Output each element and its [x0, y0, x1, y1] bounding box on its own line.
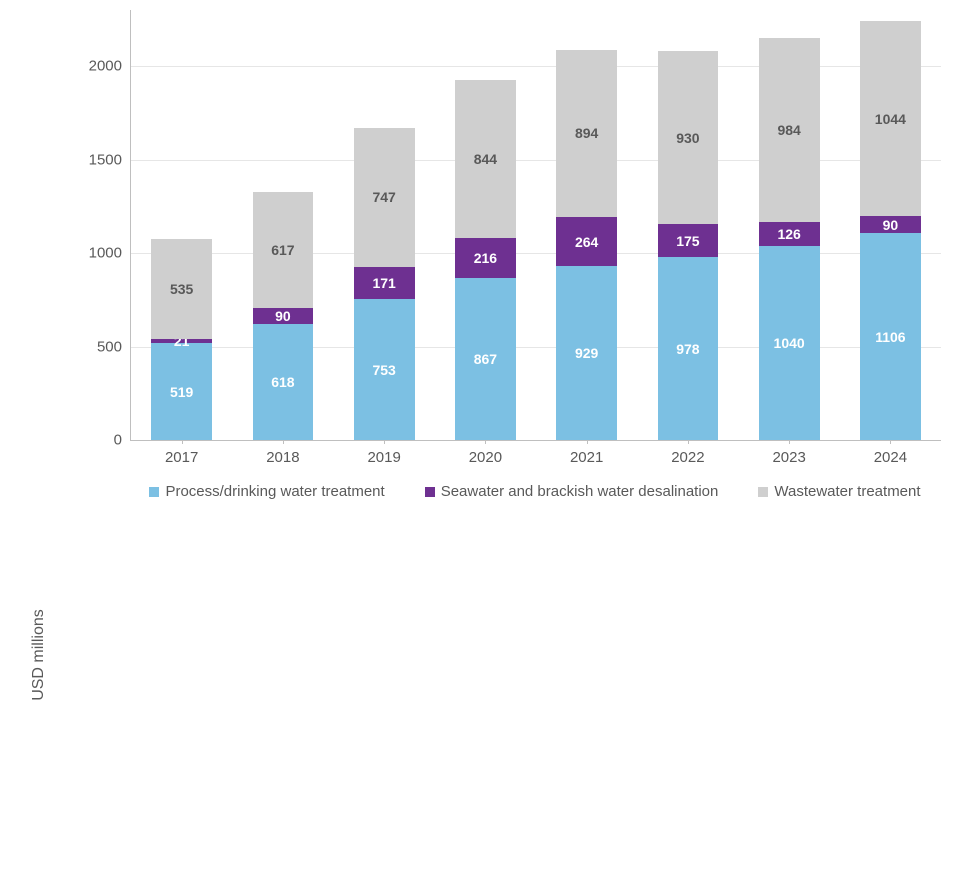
bar-segment-desal [556, 217, 617, 266]
bar-segment-process [354, 299, 415, 440]
bar-segment-waste [253, 192, 314, 307]
x-tick-label: 2021 [547, 449, 627, 466]
bar-segment-waste [556, 50, 617, 217]
bar-group: 978175930 [658, 51, 719, 440]
bar-group: 753171747 [354, 128, 415, 440]
bar-segment-waste [151, 239, 212, 339]
bar-group: 867216844 [455, 80, 516, 440]
bar-segment-waste [759, 38, 820, 222]
bar-segment-waste [354, 128, 415, 268]
legend-item-waste: Wastewater treatment [758, 483, 920, 500]
bar-segment-desal [253, 308, 314, 325]
grid-line [131, 160, 941, 161]
bar-group: 51921535 [151, 239, 212, 440]
bar-segment-process [556, 266, 617, 440]
bar-group: 1106901044 [860, 21, 921, 440]
bar-segment-process [860, 233, 921, 440]
bar-segment-process [253, 324, 314, 440]
x-tick-label: 2020 [445, 449, 525, 466]
bar-segment-desal [860, 216, 921, 233]
y-tick-label: 1000 [0, 245, 122, 262]
bar-segment-desal [354, 267, 415, 299]
y-tick-label: 2000 [0, 58, 122, 75]
legend-label: Wastewater treatment [774, 483, 920, 500]
grid-line [131, 66, 941, 67]
legend-item-process: Process/drinking water treatment [149, 483, 384, 500]
legend-swatch [425, 487, 435, 497]
plot-area: 2017519215352018618906172019753171747202… [130, 10, 941, 441]
legend-swatch [758, 487, 768, 497]
x-tick-label: 2023 [749, 449, 829, 466]
bar-segment-waste [658, 51, 719, 225]
bar-segment-process [759, 246, 820, 440]
bar-segment-process [455, 278, 516, 440]
legend-swatch [149, 487, 159, 497]
stacked-bar-chart: USD millions 0500100015002000 2017519215… [0, 0, 960, 506]
legend: Process/drinking water treatment Seawate… [130, 483, 940, 500]
x-tick-label: 2024 [850, 449, 930, 466]
x-tick-label: 2017 [142, 449, 222, 466]
y-axis-title: USD millions [30, 440, 48, 870]
x-tick-label: 2018 [243, 449, 323, 466]
y-tick-label: 1500 [0, 151, 122, 168]
legend-label: Process/drinking water treatment [165, 483, 384, 500]
x-tick-label: 2019 [344, 449, 424, 466]
bar-segment-desal [658, 224, 719, 257]
bar-group: 61890617 [253, 192, 314, 440]
bar-segment-process [151, 343, 212, 440]
legend-label: Seawater and brackish water desalination [441, 483, 719, 500]
y-tick-label: 500 [0, 338, 122, 355]
bar-segment-desal [151, 339, 212, 343]
bar-segment-process [658, 257, 719, 440]
legend-item-desal: Seawater and brackish water desalination [425, 483, 719, 500]
bar-group: 1040126984 [759, 38, 820, 440]
bar-segment-waste [455, 80, 516, 238]
bar-segment-desal [455, 238, 516, 278]
bar-segment-waste [860, 21, 921, 216]
bar-segment-desal [759, 222, 820, 246]
bar-group: 929264894 [556, 50, 617, 440]
y-tick-label: 0 [0, 432, 122, 449]
x-tick-label: 2022 [648, 449, 728, 466]
